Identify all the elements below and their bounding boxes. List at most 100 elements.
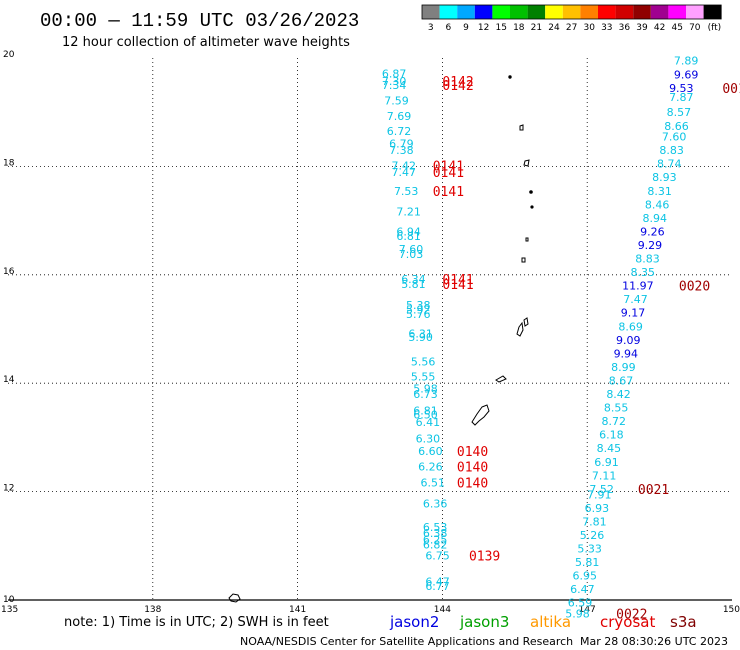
legend-unit: (ft) — [708, 23, 722, 33]
wave-height-value: 6.81 — [413, 404, 438, 417]
chart-title: 00:00 — 11:59 UTC 03/26/2023 — [40, 10, 359, 32]
wave-height-value: 8.57 — [667, 106, 692, 119]
legend-swatch — [598, 5, 616, 19]
legend-swatch — [510, 5, 528, 19]
wave-height-value: 6.47 — [425, 576, 450, 589]
pagan-outline — [523, 159, 530, 167]
pass-number-label: 0141 — [433, 159, 464, 174]
pass-number-label: 0139 — [469, 550, 500, 565]
grid-lines — [8, 58, 732, 601]
y-tick-label: 14 — [3, 375, 15, 385]
x-tick-label: 135 — [1, 605, 18, 615]
legend-swatch — [474, 5, 493, 19]
pass-number-label: 0141 — [433, 185, 464, 200]
wave-height-value: 6.91 — [594, 456, 619, 469]
legend-bin-label: 36 — [619, 23, 631, 33]
asuncion-dot — [529, 190, 533, 194]
wave-height-value: 8.93 — [652, 171, 677, 184]
wave-height-value: 6.77 — [425, 580, 450, 593]
chart-subtitle: 12 hour collection of altimeter wave hei… — [62, 35, 350, 50]
wave-height-value: 8.45 — [597, 442, 622, 455]
legend-bin-label: 27 — [566, 23, 577, 33]
wave-height-value: 6.95 — [573, 570, 598, 583]
wave-height-value: 7.69 — [387, 110, 412, 123]
wave-height-value: 7.89 — [674, 55, 699, 68]
footer-timestamp: Mar 28 08:30:26 UTC 2023 — [580, 635, 728, 648]
mission-legend-jason3: jason3 — [459, 613, 509, 631]
x-tick-label: 144 — [434, 605, 451, 615]
wave-height-value: 5.56 — [411, 356, 436, 369]
legend-bin-label: 9 — [463, 23, 469, 33]
wave-height-value: 7.42 — [392, 159, 417, 172]
legend-swatch — [422, 5, 440, 19]
wave-height-value: 6.75 — [425, 550, 450, 563]
wave-height-value: 6.93 — [585, 502, 610, 515]
south-island-outline — [228, 593, 241, 603]
x-tick-label: 141 — [289, 605, 306, 615]
wave-height-values: 6.877.307.347.597.696.726.797.387.427.47… — [382, 55, 699, 621]
x-tick-label: 147 — [579, 605, 596, 615]
legend-bin-label: 39 — [636, 23, 648, 33]
legend-swatch — [492, 5, 510, 19]
pass-number-label: 0142 — [442, 79, 473, 94]
axis-ticks: 135 138 141 144 147 150 10 12 14 16 18 20 — [1, 50, 740, 615]
pass-number-label: 0140 — [457, 476, 488, 491]
wave-height-value: 8.46 — [645, 198, 670, 211]
wave-height-value: 6.47 — [570, 583, 595, 596]
legend-swatch — [615, 5, 634, 19]
legend-swatch — [650, 5, 669, 19]
wave-height-value: 7.30 — [382, 75, 407, 88]
mission-legend: jason2 jason3 altika cryosat s3a — [389, 613, 697, 631]
legend-swatch — [668, 5, 686, 19]
wave-height-value: 7.81 — [582, 515, 607, 528]
pass-number-label: 0142 — [442, 75, 473, 90]
legend-bin-label: 70 — [689, 23, 701, 33]
wave-height-value: 6.18 — [599, 429, 624, 442]
agrihan-outline — [519, 124, 524, 131]
wave-height-value: 5.92 — [406, 303, 431, 316]
legend-swatch — [545, 5, 563, 19]
wave-height-value: 6.31 — [408, 327, 433, 340]
pass-labels: 0142014201410141014101410141014001400140… — [433, 75, 740, 623]
pass-number-label: 0022 — [616, 608, 647, 623]
wave-height-value: 9.53 — [669, 82, 694, 95]
legend-swatch — [527, 5, 546, 19]
wave-height-value: 6.79 — [389, 138, 414, 151]
wave-height-value: 8.55 — [604, 402, 629, 415]
wave-height-value: 5.76 — [406, 308, 431, 321]
pass-number-label: 0140 — [457, 461, 488, 476]
legend-swatch — [686, 5, 704, 19]
x-tick-label: 150 — [723, 605, 740, 615]
wave-height-value: 6.72 — [387, 125, 412, 138]
wave-height-value: 6.82 — [423, 539, 448, 552]
wave-height-value: 6.25 — [423, 533, 448, 546]
legend-bin-label: 24 — [548, 23, 560, 33]
wave-height-value: 6.60 — [418, 445, 443, 458]
legend-swatch — [703, 5, 722, 19]
saipan-outline — [523, 317, 529, 327]
wave-height-value: 8.66 — [664, 120, 689, 133]
wave-height-value: 7.47 — [623, 293, 648, 306]
legend-bin-label: 33 — [601, 23, 612, 33]
wave-height-value: 6.26 — [418, 461, 443, 474]
wave-height-value: 7.34 — [382, 79, 407, 92]
legend-swatch — [457, 5, 475, 19]
guguan-dot — [530, 205, 534, 209]
wave-height-value: 8.74 — [657, 158, 682, 171]
y-tick-label: 20 — [3, 50, 15, 60]
wave-height-value: 6.51 — [420, 476, 445, 489]
wave-height-value: 8.35 — [630, 266, 655, 279]
legend-bin-label: 15 — [495, 23, 506, 33]
wave-height-value: 6.87 — [382, 68, 407, 81]
wave-height-value: 8.42 — [606, 388, 631, 401]
wave-height-value: 6.34 — [401, 273, 426, 286]
wave-height-value: 7.38 — [389, 144, 414, 157]
mission-legend-s3a: s3a — [670, 613, 697, 631]
y-tick-label: 16 — [3, 267, 15, 277]
wave-height-value: 6.94 — [396, 225, 421, 238]
wave-height-value: 8.67 — [609, 374, 634, 387]
legend-bin-label: 21 — [531, 23, 542, 33]
wave-height-value: 7.53 — [394, 185, 419, 198]
